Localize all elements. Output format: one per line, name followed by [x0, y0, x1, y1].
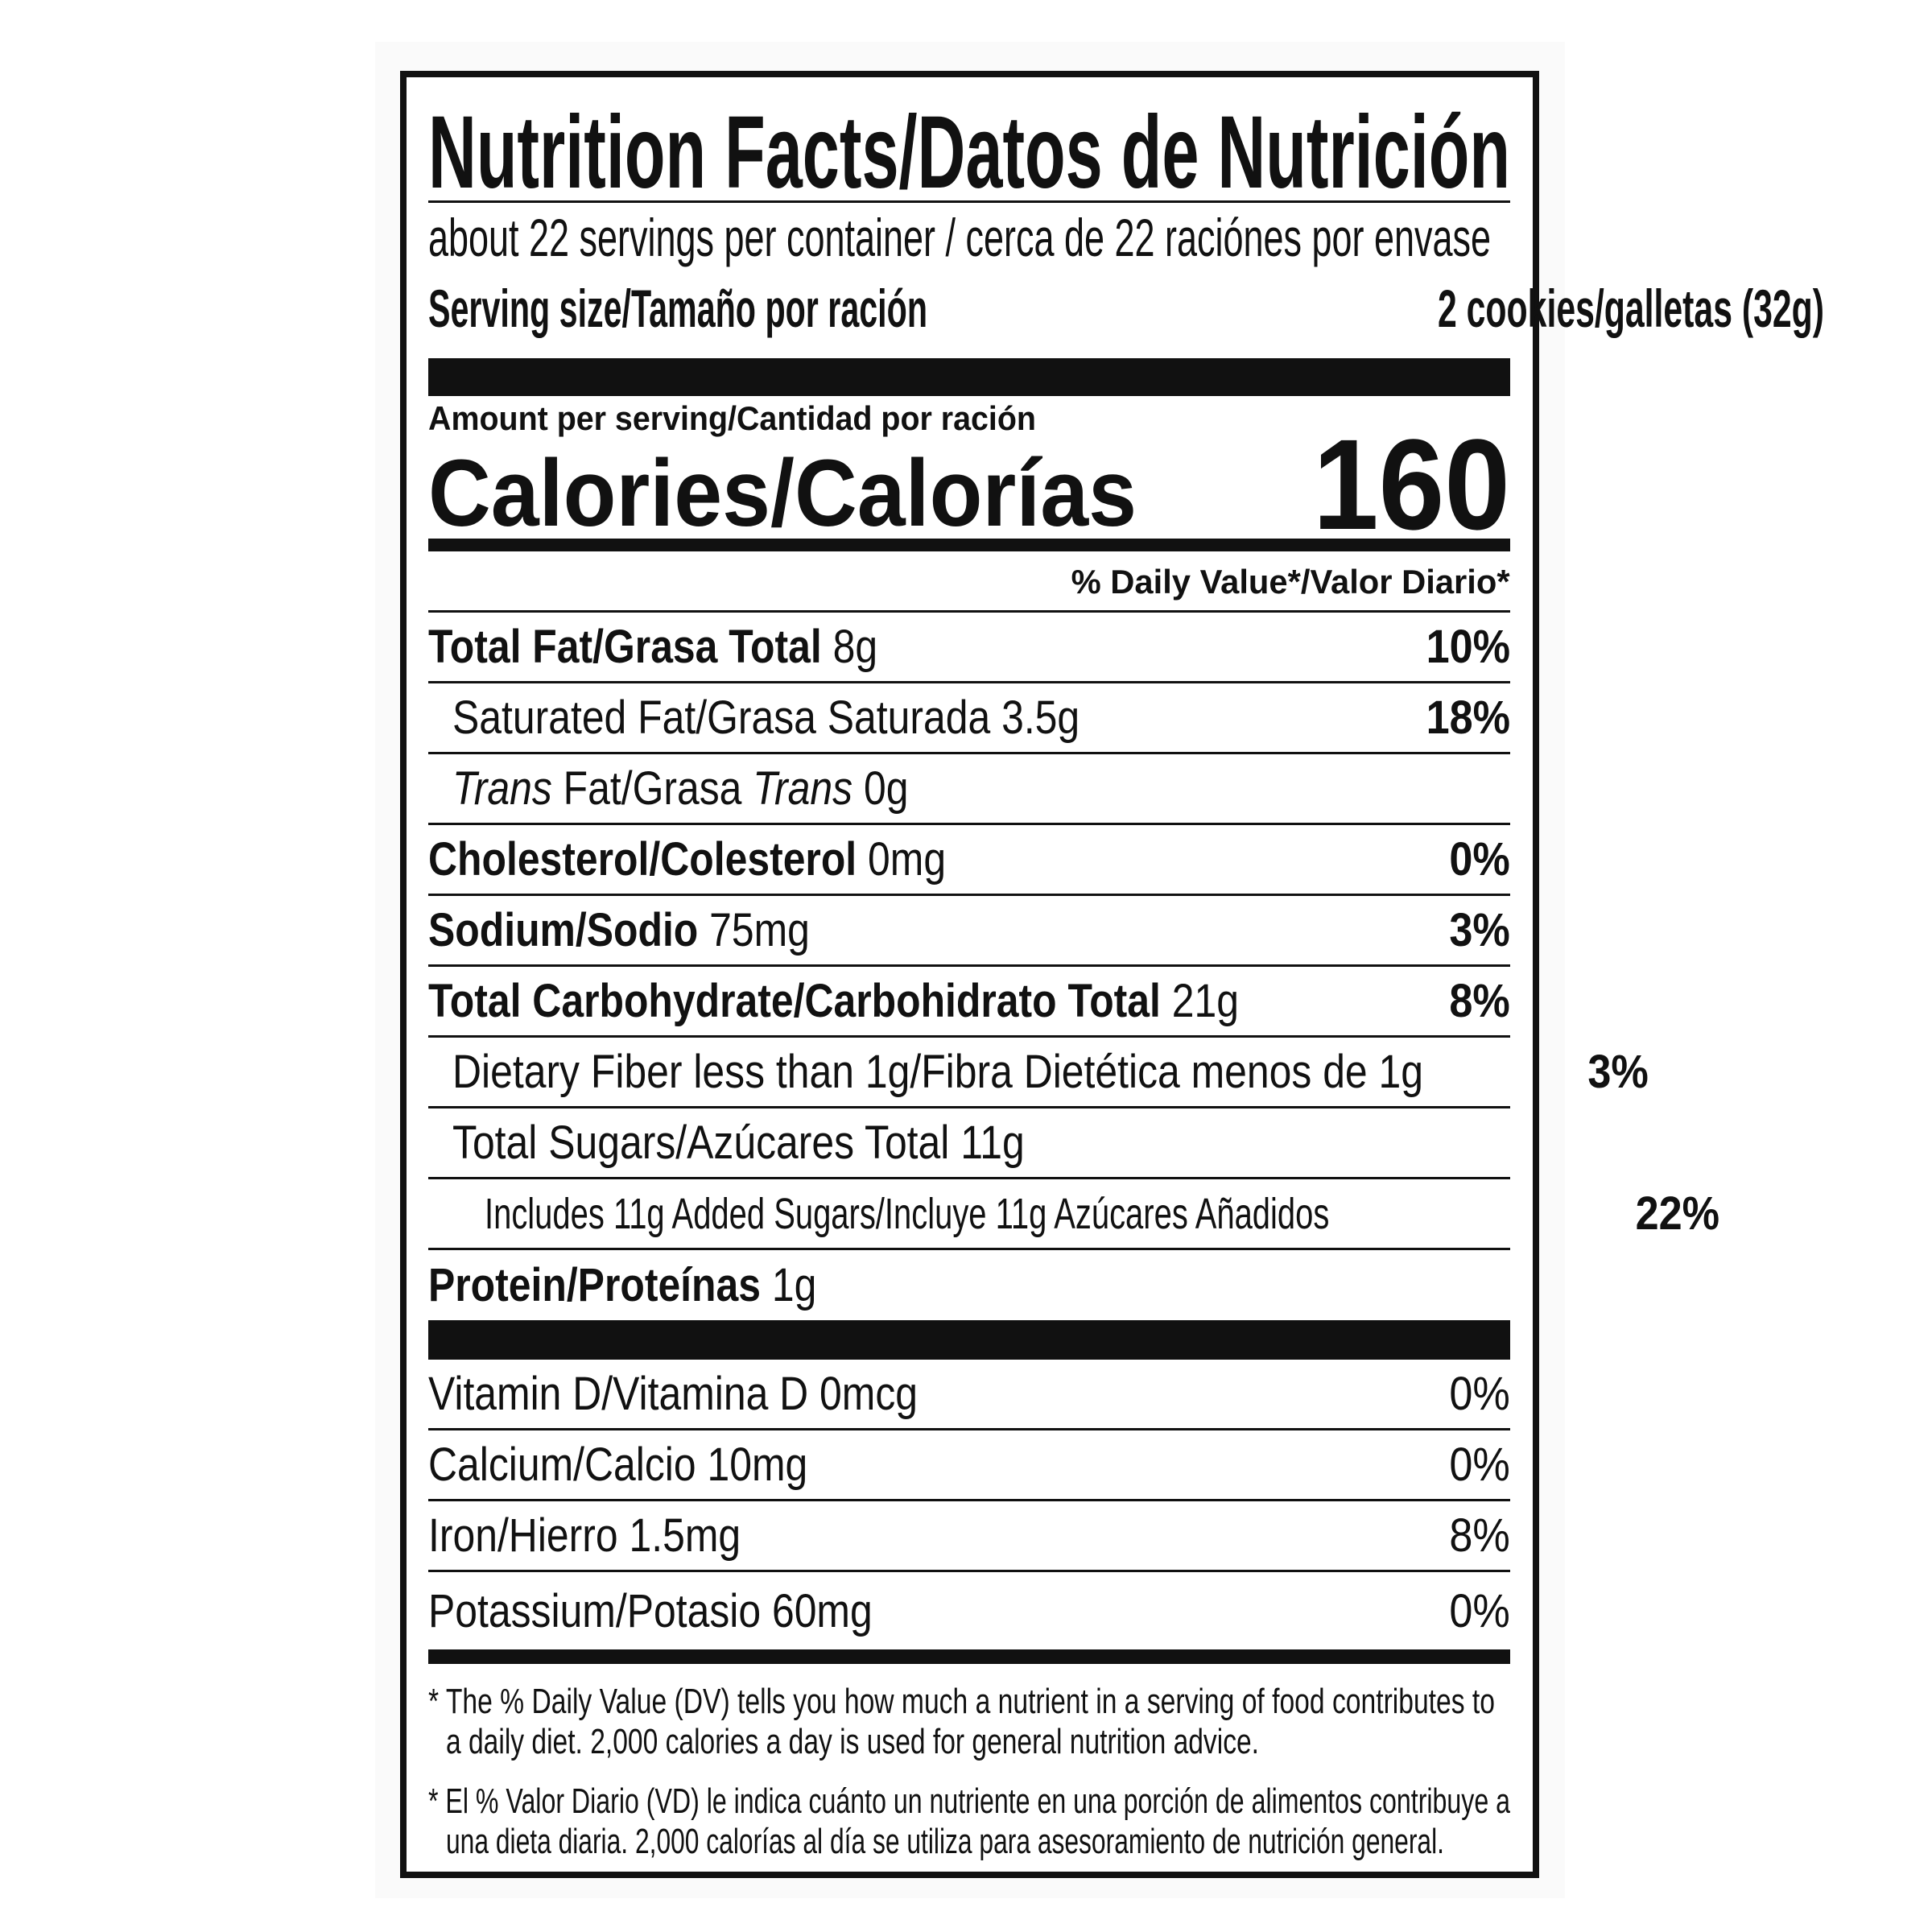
serving-size-value: 2 cookies/galletas (32g)	[1437, 279, 1824, 338]
nutrient-dv: 22%	[1635, 1187, 1720, 1240]
vitamin-row-potassium: Potassium/Potasio 60mg 0%	[428, 1572, 1510, 1649]
vitamin-name: Iron/Hierro 1.5mg	[428, 1509, 741, 1562]
vitamin-dv: 0%	[1449, 1439, 1510, 1491]
nutrient-amount: 1g	[771, 1259, 817, 1311]
nutrient-dv: 8%	[1449, 975, 1510, 1027]
nutrient-name-italic: Trans	[452, 762, 552, 815]
nutrient-row-sodium: Sodium/Sodio 75mg 3%	[428, 896, 1510, 967]
thick-divider	[428, 1320, 1510, 1360]
servings-per-container: about 22 servings per container / cerca …	[428, 203, 1510, 272]
nutrient-row-dietary-fiber: Dietary Fiber less than 1g/Fibra Dietéti…	[428, 1038, 1649, 1108]
calories-label: Calories/Calorías	[428, 440, 1137, 547]
nutrient-row-added-sugars: Includes 11g Added Sugars/Incluye 11g Az…	[428, 1179, 1719, 1250]
serving-size-row: Serving size/Tamaño por ración 2 cookies…	[428, 272, 1824, 358]
footnote-english: * The % Daily Value (DV) tells you how m…	[428, 1682, 1510, 1762]
nutrient-name: Saturated Fat/Grasa Saturada	[452, 691, 991, 744]
nutrient-name: Total Sugars/Azúcares Total 11g	[452, 1117, 1025, 1169]
nutrient-name: Total Fat/Grasa Total	[428, 621, 822, 673]
nutrient-row-cholesterol: Cholesterol/Colesterol 0mg 0%	[428, 825, 1510, 896]
medium-divider	[428, 539, 1510, 551]
nutrient-name: Total Carbohydrate/Carbohidrato Total	[428, 975, 1161, 1027]
footnote-line: * El % Valor Diario (VD) le indica cuánt…	[428, 1781, 1510, 1821]
vitamin-dv: 0%	[1449, 1368, 1510, 1420]
nutrient-amount: 3.5g	[1001, 691, 1080, 744]
nutrient-name: Protein/Proteínas	[428, 1259, 762, 1311]
nutrient-name: Includes 11g Added Sugars/Incluye 11g Az…	[485, 1189, 1330, 1238]
nutrient-amount: 8g	[832, 621, 878, 673]
nutrient-amount: 0g	[863, 762, 909, 815]
nutrition-facts-label: Nutrition Facts/Datos de Nutrición about…	[400, 71, 1824, 1878]
nutrient-row-total-sugars: Total Sugars/Azúcares Total 11g	[428, 1108, 1510, 1179]
thick-divider	[428, 358, 1510, 396]
nutrient-name: Sodium/Sodio	[428, 904, 699, 956]
footnote-spanish: * El % Valor Diario (VD) le indica cuánt…	[428, 1781, 1510, 1862]
nutrient-dv: 18%	[1426, 691, 1510, 744]
vitamin-name: Calcium/Calcio 10mg	[428, 1439, 808, 1491]
label-title: Nutrition Facts/Datos de Nutrición	[428, 95, 1510, 210]
nutrient-name-italic: Trans	[753, 762, 853, 815]
footnote-line: * The % Daily Value (DV) tells you how m…	[428, 1682, 1495, 1721]
amount-per-serving: Amount per serving/Cantidad por ración	[428, 396, 1510, 437]
vitamin-name: Potassium/Potasio 60mg	[428, 1584, 873, 1637]
nutrient-name: Cholesterol/Colesterol	[428, 833, 857, 886]
vitamin-row-vitamin-d: Vitamin D/Vitamina D 0mcg 0%	[428, 1360, 1510, 1430]
nutrient-row-trans-fat: Trans Fat/Grasa Trans 0g	[428, 754, 1510, 825]
nutrient-amount: 75mg	[709, 904, 810, 956]
nutrient-name: Dietary Fiber less than 1g/Fibra Dietéti…	[452, 1046, 1424, 1098]
vitamin-dv: 8%	[1449, 1509, 1510, 1562]
nutrient-amount: 0mg	[868, 833, 947, 886]
nutrient-dv: 3%	[1587, 1046, 1649, 1098]
dv-header-text: % Daily Value*/Valor Diario*	[1071, 563, 1510, 601]
vitamin-name: Vitamin D/Vitamina D 0mcg	[428, 1368, 919, 1420]
nutrient-row-total-carbohydrate: Total Carbohydrate/Carbohidrato Total 21…	[428, 967, 1510, 1038]
nutrient-dv: 3%	[1449, 904, 1510, 956]
medium-divider	[428, 1649, 1510, 1664]
nutrient-amount: 21g	[1171, 975, 1240, 1027]
footnote-line: una dieta diaria. 2,000 calorías al día …	[446, 1822, 1444, 1861]
title-text: Nutrition Facts/Datos de Nutrición	[428, 95, 1510, 210]
calories-row: Calories/Calorías 160	[428, 420, 1510, 549]
vitamin-dv: 0%	[1449, 1584, 1510, 1637]
daily-value-header: % Daily Value*/Valor Diario*	[428, 551, 1510, 613]
nutrient-name: Fat/Grasa	[551, 762, 753, 815]
nutrient-dv: 0%	[1449, 833, 1510, 886]
servings-text: about 22 servings per container / cerca …	[428, 208, 1491, 267]
vitamin-row-iron: Iron/Hierro 1.5mg 8%	[428, 1501, 1510, 1572]
calories-value: 160	[1313, 412, 1510, 556]
nutrient-row-saturated-fat: Saturated Fat/Grasa Saturada 3.5g 18%	[428, 683, 1510, 754]
footnote-line: a daily diet. 2,000 calories a day is us…	[446, 1722, 1259, 1761]
serving-size-label: Serving size/Tamaño por ración	[428, 279, 927, 338]
nutrient-dv: 10%	[1426, 621, 1510, 673]
amount-text: Amount per serving/Cantidad por ración	[428, 399, 1036, 437]
vitamin-row-calcium: Calcium/Calcio 10mg 0%	[428, 1430, 1510, 1501]
nutrient-row-total-fat: Total Fat/Grasa Total 8g 10%	[428, 613, 1510, 683]
nutrient-row-protein: Protein/Proteínas 1g	[428, 1250, 1510, 1320]
